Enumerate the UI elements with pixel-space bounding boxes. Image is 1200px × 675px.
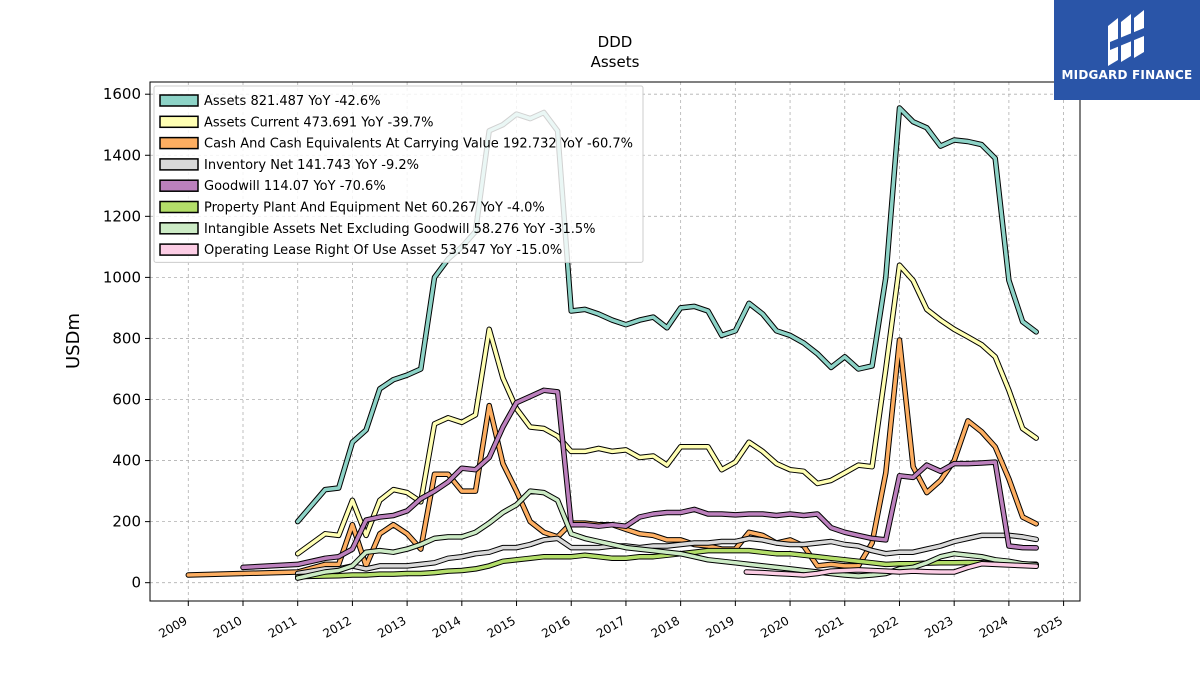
- legend: Assets 821.487 YoY -42.6% Assets Current …: [153, 85, 644, 263]
- y-tick-label: 800: [112, 329, 141, 347]
- legend-entry-5: Property Plant And Equipment Net 60.267 …: [204, 201, 545, 216]
- legend-swatch-7: [159, 243, 199, 256]
- legend-swatch-2: [159, 136, 199, 150]
- series-line-1: [294, 262, 1039, 557]
- legend-entry-2: Cash And Cash Equivalents At Carrying Va…: [204, 137, 633, 152]
- legend-entry-6: Intangible Assets Net Excluding Goodwill…: [204, 222, 595, 237]
- legend-entry-7: Operating Lease Right Of Use Asset 53.54…: [204, 243, 562, 258]
- x-axis: 2009 2010 2011 2012 2013 2014 2015 2016 2017 2018…: [156, 601, 1065, 641]
- x-tick-label: 2019: [703, 613, 736, 640]
- y-tick-label: 1600: [103, 85, 141, 103]
- x-tick-label: 2025: [1032, 613, 1065, 640]
- legend-entry-3: Inventory Net 141.743 YoY -9.2%: [204, 158, 419, 173]
- legend-swatch-1: [159, 115, 199, 129]
- y-tick-label: 1400: [103, 146, 141, 164]
- x-tick-label: 2009: [156, 613, 189, 640]
- logo-text: MIDGARD FINANCE: [1061, 68, 1193, 82]
- plot-frame: [149, 81, 1081, 602]
- x-tick-label: 2024: [977, 613, 1010, 640]
- logo-mark-icon: [1108, 10, 1144, 66]
- chart-subtitle: Assets: [591, 53, 640, 71]
- x-tick-label: 2012: [320, 613, 353, 640]
- x-tick-label: 2020: [758, 613, 791, 640]
- y-tick-label: 200: [112, 513, 141, 531]
- x-tick-label: 2011: [266, 613, 299, 640]
- legend-entry-4: Goodwill 114.07 YoY -70.6%: [204, 179, 386, 194]
- x-tick-label: 2014: [430, 613, 463, 640]
- series-line-7: [743, 561, 1039, 578]
- legend-swatch-6: [159, 222, 199, 235]
- y-tick-label: 1000: [103, 268, 141, 286]
- x-tick-label: 2021: [813, 613, 846, 640]
- x-tick-label: 2017: [594, 613, 627, 640]
- legend-entry-0: Assets 821.487 YoY -42.6%: [204, 94, 381, 109]
- legend-swatch-3: [159, 158, 199, 171]
- x-tick-label: 2023: [922, 613, 955, 640]
- logo: MIDGARD FINANCE: [1054, 0, 1200, 100]
- x-tick-label: 2015: [485, 613, 518, 640]
- series-line-2: [185, 337, 1039, 578]
- y-axis: 0 200 400 600 800 1000 1200 1400 1600: [103, 85, 150, 592]
- plot-area: [185, 105, 1039, 581]
- x-tick-label: 2022: [868, 613, 901, 640]
- y-tick-label: 600: [112, 391, 141, 409]
- x-tick-label: 2016: [539, 613, 572, 640]
- y-tick-label: 1200: [103, 207, 141, 225]
- y-axis-label: USDm: [63, 313, 84, 369]
- chart-title: DDD: [598, 33, 633, 51]
- legend-entry-1: Assets Current 473.691 YoY -39.7%: [204, 115, 434, 130]
- legend-swatch-5: [159, 200, 199, 214]
- series-line-0: [294, 105, 1039, 525]
- legend-swatch-0: [159, 94, 199, 107]
- x-tick-label: 2013: [375, 613, 408, 640]
- x-tick-label: 2018: [649, 613, 682, 640]
- y-tick-label: 400: [112, 452, 141, 470]
- series-line-4: [240, 387, 1039, 571]
- legend-box: [153, 85, 644, 263]
- y-tick-label: 0: [131, 574, 141, 592]
- series-line-3: [294, 532, 1039, 577]
- legend-swatch-4: [159, 179, 199, 192]
- series-line-6: [294, 488, 1039, 581]
- x-tick-label: 2010: [211, 613, 244, 640]
